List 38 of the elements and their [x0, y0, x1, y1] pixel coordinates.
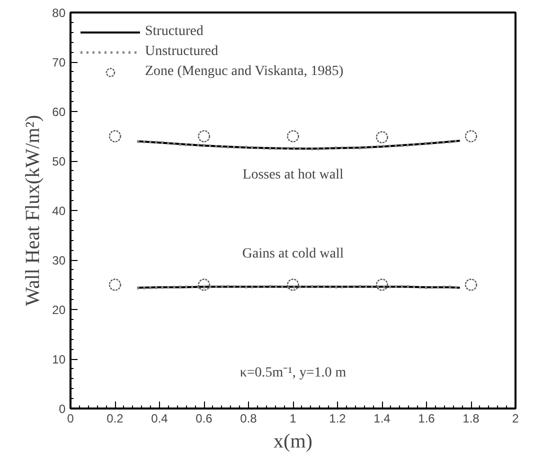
point	[286, 130, 300, 142]
x-axis-title: x(m)	[274, 430, 312, 452]
point	[286, 278, 300, 291]
legend-label: Unstructured	[145, 44, 218, 60]
y-tick-label: 80	[52, 6, 66, 20]
y-tick-label: 30	[52, 254, 66, 268]
y-tick-label: 20	[52, 303, 66, 317]
annotation: κ=0.5m⁻¹, y=1.0 m	[240, 365, 346, 380]
point	[376, 278, 388, 291]
y-tick-label: 10	[52, 352, 66, 366]
x-tick-label: 0	[67, 412, 74, 426]
point	[198, 278, 210, 291]
y-axis-title: Wall Heat Flux(kW/m²)	[22, 114, 44, 306]
y-tick-label: 50	[52, 154, 66, 168]
point	[376, 131, 388, 144]
x-tick-label: 1.6	[418, 412, 436, 426]
x-tick-label: 0.2	[106, 412, 124, 426]
point	[108, 130, 122, 142]
annotation: Gains at cold wall	[242, 246, 344, 262]
annotation: Losses at hot wall	[242, 167, 344, 182]
y-tick-label: 60	[52, 105, 66, 119]
y-tick-label: 0	[58, 402, 66, 416]
x-tick-label: 0.8	[240, 412, 258, 426]
point	[464, 278, 478, 291]
x-tick-label: 1.2	[329, 412, 346, 426]
point	[464, 130, 478, 142]
y-tick-label: 40	[52, 204, 66, 218]
y-tick-label: 70	[52, 56, 66, 70]
point	[198, 130, 210, 142]
point	[108, 278, 122, 291]
legend-label: Zone (Menguc and Viskanta, 1985)	[145, 64, 344, 80]
x-tick-label: 2	[512, 412, 520, 426]
legend-label: Structured	[145, 24, 204, 40]
x-tick-label: 1	[290, 412, 297, 426]
x-tick-label: 0.4	[151, 412, 168, 426]
x-tick-label: 1.8	[462, 412, 480, 426]
x-tick-label: 1.4	[374, 412, 391, 426]
x-tick-label: 0.6	[196, 412, 213, 426]
